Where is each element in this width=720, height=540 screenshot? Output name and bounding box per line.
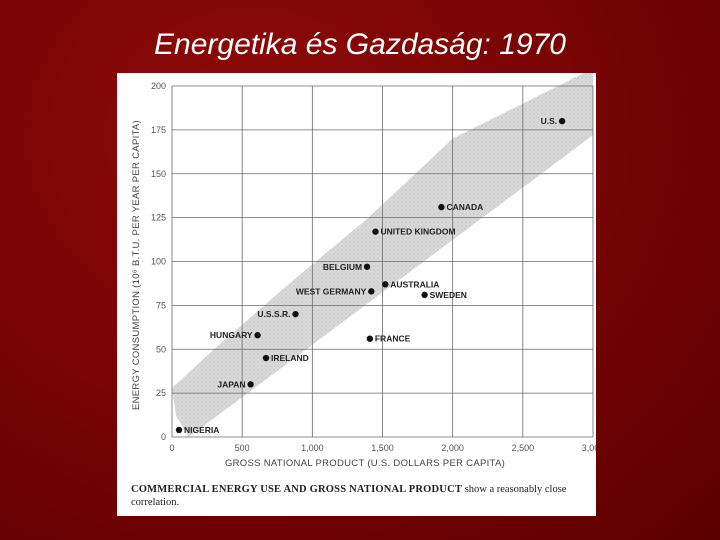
data-point-label: WEST GERMANY bbox=[296, 286, 367, 296]
data-point bbox=[421, 291, 428, 299]
data-point bbox=[247, 381, 254, 388]
x-tick-label: 2,500 bbox=[512, 443, 535, 453]
data-point bbox=[372, 228, 379, 235]
caption-bold: COMMERCIAL ENERGY USE AND GROSS NATIONAL… bbox=[131, 484, 463, 495]
scatter-chart: 0 500 1,000 1,500 2,000 2,500 3,000 0 25 50 75 100 1… bbox=[131, 73, 596, 469]
data-point-label: AUSTRALIA bbox=[390, 279, 439, 289]
data-point bbox=[292, 310, 299, 318]
data-point-label: U.S. bbox=[541, 116, 558, 126]
x-tick-label: 0 bbox=[169, 443, 174, 453]
x-tick-label: 1,500 bbox=[371, 443, 394, 453]
chart-figure: 0 500 1,000 1,500 2,000 2,500 3,000 0 25 50 75 100 1… bbox=[117, 73, 596, 516]
x-tick-label: 500 bbox=[235, 443, 250, 453]
caption-rest: show a reasonably close correlation. bbox=[131, 484, 567, 508]
data-point-label: BELGIUM bbox=[323, 262, 362, 272]
data-point-label: UNITED KINGDOM bbox=[380, 227, 455, 237]
data-point bbox=[438, 203, 445, 211]
data-point-label: IRELAND bbox=[271, 353, 309, 363]
data-point bbox=[262, 354, 270, 362]
y-tick-label: 100 bbox=[151, 257, 166, 267]
x-tick-label: 1,000 bbox=[301, 443, 324, 453]
x-axis-title: GROSS NATIONAL PRODUCT (U.S. DOLLARS PER… bbox=[225, 458, 505, 469]
y-tick-label: 0 bbox=[161, 432, 166, 442]
data-point-label: HUNGARY bbox=[210, 330, 253, 340]
y-tick-label: 50 bbox=[156, 344, 166, 354]
data-point-label: CANADA bbox=[446, 202, 483, 212]
x-tick-label: 2,000 bbox=[441, 443, 464, 453]
y-tick-label: 175 bbox=[151, 125, 166, 135]
data-point bbox=[366, 335, 374, 342]
data-point-label: U.S.S.R. bbox=[257, 309, 290, 319]
data-point-label: NIGERIA bbox=[184, 425, 219, 435]
x-tick-label: 3,000 bbox=[582, 443, 596, 453]
data-point bbox=[363, 263, 371, 270]
data-point-label: JAPAN bbox=[217, 379, 245, 389]
y-axis-title: ENERGY CONSUMPTION (10⁶ B.T.U. PER YEAR … bbox=[131, 120, 142, 410]
figure-caption: COMMERCIAL ENERGY USE AND GROSS NATIONAL… bbox=[131, 483, 581, 509]
data-point bbox=[254, 332, 261, 339]
data-point bbox=[382, 281, 389, 288]
data-point bbox=[368, 288, 375, 295]
data-point-label: SWEDEN bbox=[430, 290, 467, 300]
slide-title: Energetika és Gazdaság: 1970 bbox=[154, 28, 566, 61]
data-point-label: FRANCE bbox=[375, 334, 411, 344]
y-tick-label: 75 bbox=[156, 300, 166, 310]
data-point bbox=[558, 117, 566, 125]
y-tick-label: 150 bbox=[151, 169, 166, 179]
data-point bbox=[175, 426, 183, 434]
y-tick-label: 25 bbox=[156, 388, 166, 398]
y-tick-label: 125 bbox=[151, 213, 166, 223]
y-tick-label: 200 bbox=[151, 81, 166, 91]
